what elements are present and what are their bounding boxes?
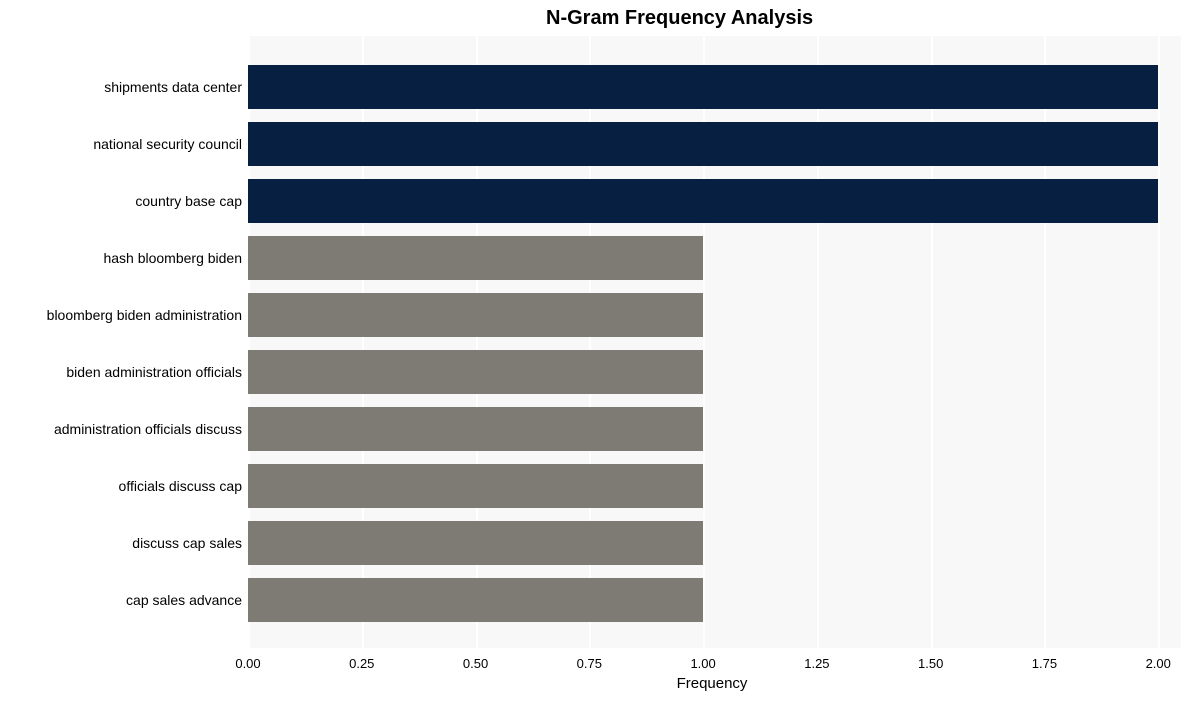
bar	[248, 407, 703, 451]
bar	[248, 179, 1158, 223]
plot-area	[248, 36, 1181, 648]
chart-title: N-Gram Frequency Analysis	[546, 7, 813, 30]
x-tick-label: 0.75	[577, 656, 602, 671]
x-tick-label: 1.25	[804, 656, 829, 671]
y-tick-label: shipments data center	[104, 79, 242, 95]
y-tick-label: bloomberg biden administration	[47, 307, 242, 323]
x-tick-label: 1.00	[690, 656, 715, 671]
bar	[248, 65, 1158, 109]
y-tick-label: discuss cap sales	[132, 535, 242, 551]
x-tick-label: 0.50	[463, 656, 488, 671]
bar	[248, 464, 703, 508]
x-tick-label: 1.75	[1032, 656, 1057, 671]
x-tick-label: 0.25	[349, 656, 374, 671]
y-tick-label: hash bloomberg biden	[103, 250, 242, 266]
y-tick-label: cap sales advance	[126, 592, 242, 608]
x-tick-label: 2.00	[1146, 656, 1171, 671]
y-tick-label: biden administration officials	[66, 364, 242, 380]
x-axis-label: Frequency	[677, 675, 748, 692]
y-tick-label: officials discuss cap	[119, 478, 242, 494]
x-tick-label: 0.00	[235, 656, 260, 671]
bar	[248, 236, 703, 280]
bar	[248, 122, 1158, 166]
y-tick-label: administration officials discuss	[54, 421, 242, 437]
grid-line	[1158, 36, 1160, 648]
bar	[248, 521, 703, 565]
y-tick-label: national security council	[93, 136, 242, 152]
y-tick-label: country base cap	[135, 193, 242, 209]
bar	[248, 578, 703, 622]
x-tick-label: 1.50	[918, 656, 943, 671]
bar	[248, 350, 703, 394]
chart-container: N-Gram Frequency Analysis Frequency ship…	[0, 0, 1187, 701]
bar	[248, 293, 703, 337]
